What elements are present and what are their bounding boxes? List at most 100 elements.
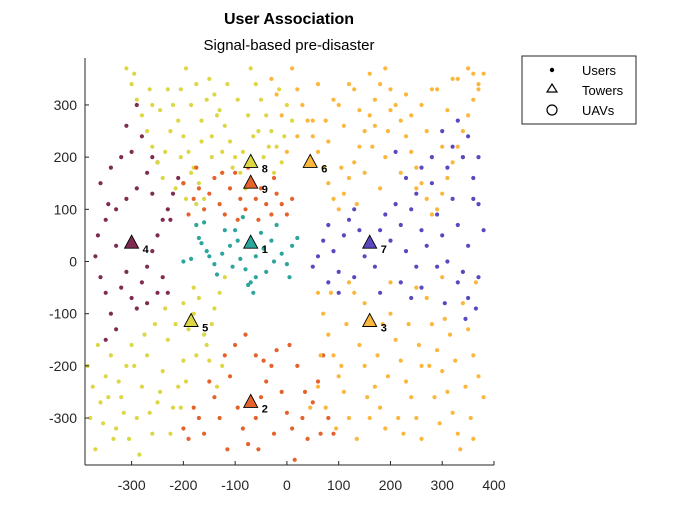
user-point: [346, 280, 352, 285]
user-point: [204, 342, 209, 348]
user-point: [315, 149, 321, 154]
user-point: [93, 447, 98, 452]
user-point: [103, 290, 108, 295]
legend-towers-label: Towers: [582, 83, 624, 98]
user-point: [336, 374, 341, 379]
user-point: [310, 134, 315, 139]
user-point: [414, 191, 419, 196]
user-point: [134, 186, 139, 191]
user-point: [158, 389, 163, 394]
user-point: [447, 332, 453, 337]
user-point: [365, 395, 370, 400]
user-point: [212, 306, 217, 311]
user-point: [455, 280, 460, 285]
user-point: [269, 129, 274, 134]
user-point: [124, 66, 129, 71]
user-point: [168, 217, 173, 222]
user-point: [331, 97, 336, 102]
user-point: [196, 235, 201, 241]
tower-3-marker: [361, 312, 378, 327]
user-point: [246, 282, 251, 288]
user-point: [460, 269, 465, 274]
user-point: [271, 259, 277, 264]
user-point: [424, 129, 429, 134]
user-point: [419, 102, 424, 108]
user-point: [261, 155, 266, 160]
legend-towers-marker: [545, 82, 559, 93]
user-point: [196, 415, 201, 421]
user-point: [95, 342, 100, 348]
user-point: [344, 322, 349, 327]
user-point: [398, 170, 403, 175]
user-point: [271, 431, 277, 436]
user-point: [222, 353, 227, 358]
user-point: [191, 311, 196, 316]
user-point: [336, 102, 341, 108]
user-point: [331, 353, 336, 358]
x-tick-label: 400: [482, 477, 506, 493]
user-point: [336, 207, 341, 212]
user-point: [331, 431, 336, 436]
user-point: [220, 170, 225, 175]
user-point: [378, 228, 383, 233]
user-point: [124, 363, 129, 368]
y-tick-label: 0: [69, 254, 77, 270]
user-point: [194, 165, 199, 170]
user-point: [163, 149, 168, 154]
user-point: [481, 228, 486, 233]
user-point: [466, 295, 471, 301]
user-point: [134, 102, 139, 108]
user-point: [414, 165, 419, 170]
user-point: [310, 118, 315, 123]
user-point: [248, 66, 253, 71]
user-point: [290, 196, 295, 201]
user-point: [279, 389, 284, 394]
user-point: [295, 235, 300, 241]
user-point: [334, 426, 339, 431]
user-point: [315, 290, 321, 295]
user-point: [295, 363, 300, 368]
user-point: [284, 410, 289, 415]
user-point: [328, 290, 333, 295]
user-point: [106, 395, 111, 400]
user-point: [181, 301, 186, 306]
user-point: [393, 202, 398, 207]
user-point: [385, 374, 390, 379]
tower-9-marker: [242, 174, 259, 189]
user-point: [181, 426, 186, 431]
user-point: [450, 160, 455, 165]
user-point: [341, 191, 346, 196]
user-point: [139, 384, 144, 389]
user-point: [204, 249, 209, 254]
user-point: [346, 175, 352, 181]
user-point: [235, 405, 240, 410]
user-point: [160, 369, 165, 374]
user-point: [126, 436, 132, 441]
user-point: [253, 415, 258, 421]
user-point: [354, 202, 359, 207]
tower-6-marker: [302, 153, 318, 168]
user-point: [453, 358, 458, 363]
user-point: [424, 196, 429, 201]
user-point: [440, 233, 445, 238]
user-point: [251, 134, 256, 139]
user-point: [310, 264, 315, 269]
user-point: [318, 353, 323, 358]
user-point: [326, 415, 331, 421]
user-point: [139, 280, 144, 285]
user-point: [150, 102, 155, 108]
user-point: [336, 290, 341, 295]
user-point: [437, 421, 442, 426]
user-point: [458, 447, 463, 452]
user-point: [383, 426, 388, 431]
user-point: [409, 295, 414, 301]
user-point: [290, 426, 295, 431]
user-point: [139, 113, 144, 118]
user-point: [253, 254, 258, 259]
user-point: [269, 212, 274, 217]
user-point: [108, 353, 113, 358]
user-point: [398, 118, 403, 123]
user-point: [227, 139, 233, 144]
user-point: [189, 102, 194, 108]
user-point: [155, 233, 160, 238]
